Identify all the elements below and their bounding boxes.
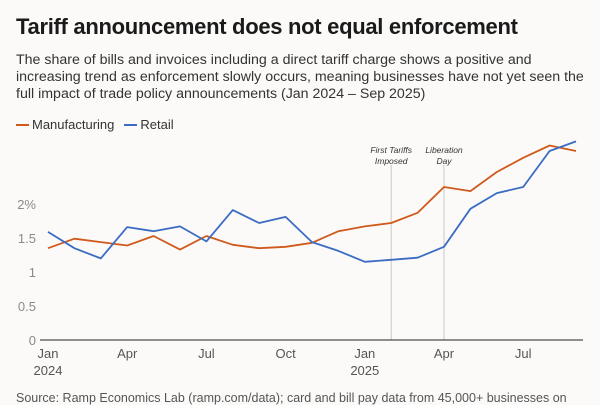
y-tick-label: 0	[29, 333, 36, 348]
y-tick-label: 1.5	[18, 231, 36, 246]
legend-swatch-manufacturing	[16, 123, 29, 126]
x-tick-label: Apr	[434, 346, 455, 361]
y-tick-label: 2%	[17, 197, 36, 212]
chart-subtitle: The share of bills and invoices includin…	[16, 52, 584, 102]
legend-label-retail: Retail	[140, 117, 174, 132]
x-tick-label: Jan	[354, 346, 375, 361]
series-line-retail	[47, 140, 577, 263]
y-tick-label: 0.5	[18, 299, 36, 314]
source-footer: Source: Ramp Economics Lab (ramp.com/dat…	[16, 391, 567, 405]
x-tick-label: Jul	[198, 346, 215, 361]
y-tick-label: 1	[29, 265, 36, 280]
legend-label-manufacturing: Manufacturing	[32, 117, 115, 132]
annotation-label: Liberation	[425, 145, 463, 155]
chart-title: Tariff announcement does not equal enfor…	[16, 14, 518, 39]
legend-item-retail: Retail	[124, 117, 174, 132]
x-tick-year-label: 2024	[34, 363, 63, 378]
x-tick-year-label: 2025	[350, 363, 379, 378]
x-tick-label: Jan	[38, 346, 59, 361]
series-line-manufacturing	[47, 144, 577, 251]
x-tick-label: Apr	[117, 346, 138, 361]
legend-swatch-retail	[124, 123, 138, 126]
legend: Manufacturing Retail	[16, 117, 174, 132]
x-tick-label: Oct	[275, 346, 296, 361]
annotation-label: Day	[436, 156, 452, 166]
annotation-label: First Tariffs	[370, 145, 412, 155]
annotation-label: Imposed	[375, 156, 408, 166]
legend-item-manufacturing: Manufacturing	[16, 117, 114, 132]
x-tick-label: Jul	[515, 346, 532, 361]
